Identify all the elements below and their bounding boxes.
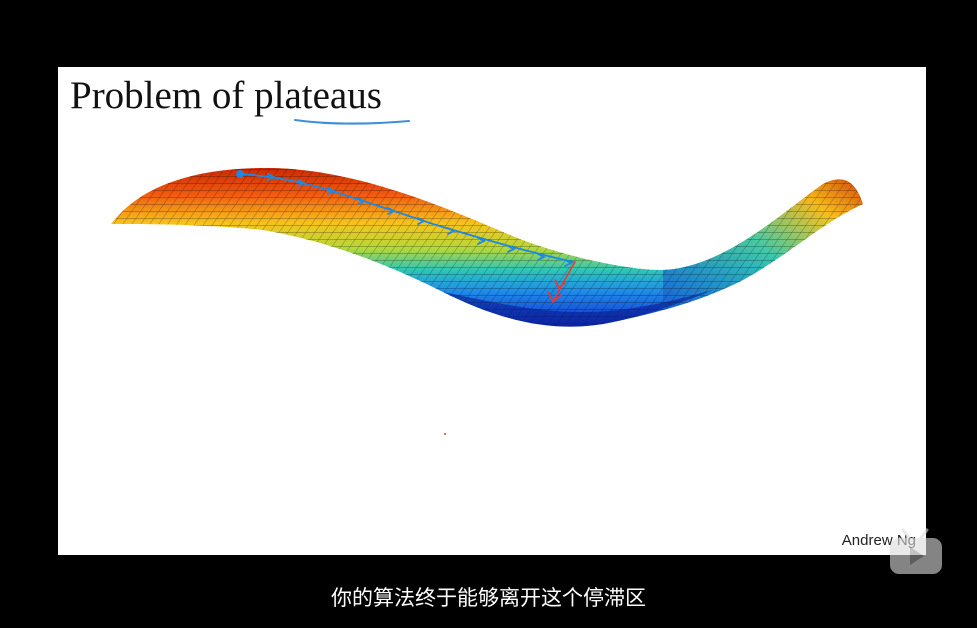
gradient-path: [236, 170, 574, 267]
surface-plot: [111, 167, 863, 327]
video-subtitle: 你的算法终于能够离开这个停滞区: [331, 586, 646, 610]
escape-path: [547, 261, 576, 304]
tv-play-icon[interactable]: [887, 526, 945, 576]
lecture-slide: Problem of plateaus: [58, 67, 926, 555]
slide-title: Problem of plateaus: [70, 74, 382, 117]
title-underline-annotation: [294, 119, 410, 125]
red-dot-marker: [444, 433, 446, 435]
